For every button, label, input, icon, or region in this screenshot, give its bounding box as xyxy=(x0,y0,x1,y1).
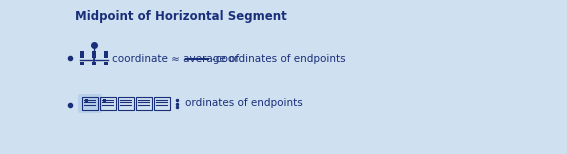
Bar xyxy=(92,62,96,65)
Bar xyxy=(136,97,152,110)
Bar xyxy=(85,99,88,102)
Bar xyxy=(104,55,108,58)
Bar xyxy=(81,62,84,65)
Bar xyxy=(100,97,116,110)
Bar xyxy=(81,55,84,58)
Bar xyxy=(82,97,98,110)
Bar xyxy=(92,51,96,55)
Text: Midpoint of Horizontal Segment: Midpoint of Horizontal Segment xyxy=(75,10,287,23)
Bar xyxy=(104,51,108,55)
Bar xyxy=(81,51,84,55)
Text: ordinates of endpoints: ordinates of endpoints xyxy=(185,99,303,109)
FancyBboxPatch shape xyxy=(78,94,102,113)
Bar xyxy=(118,97,134,110)
Bar xyxy=(104,62,108,65)
Text: -coordinates of endpoints: -coordinates of endpoints xyxy=(212,54,346,64)
Text: coordinate ≈ average of: coordinate ≈ average of xyxy=(112,54,242,64)
Bar xyxy=(92,55,96,58)
Bar xyxy=(154,97,170,110)
Bar xyxy=(103,99,106,102)
